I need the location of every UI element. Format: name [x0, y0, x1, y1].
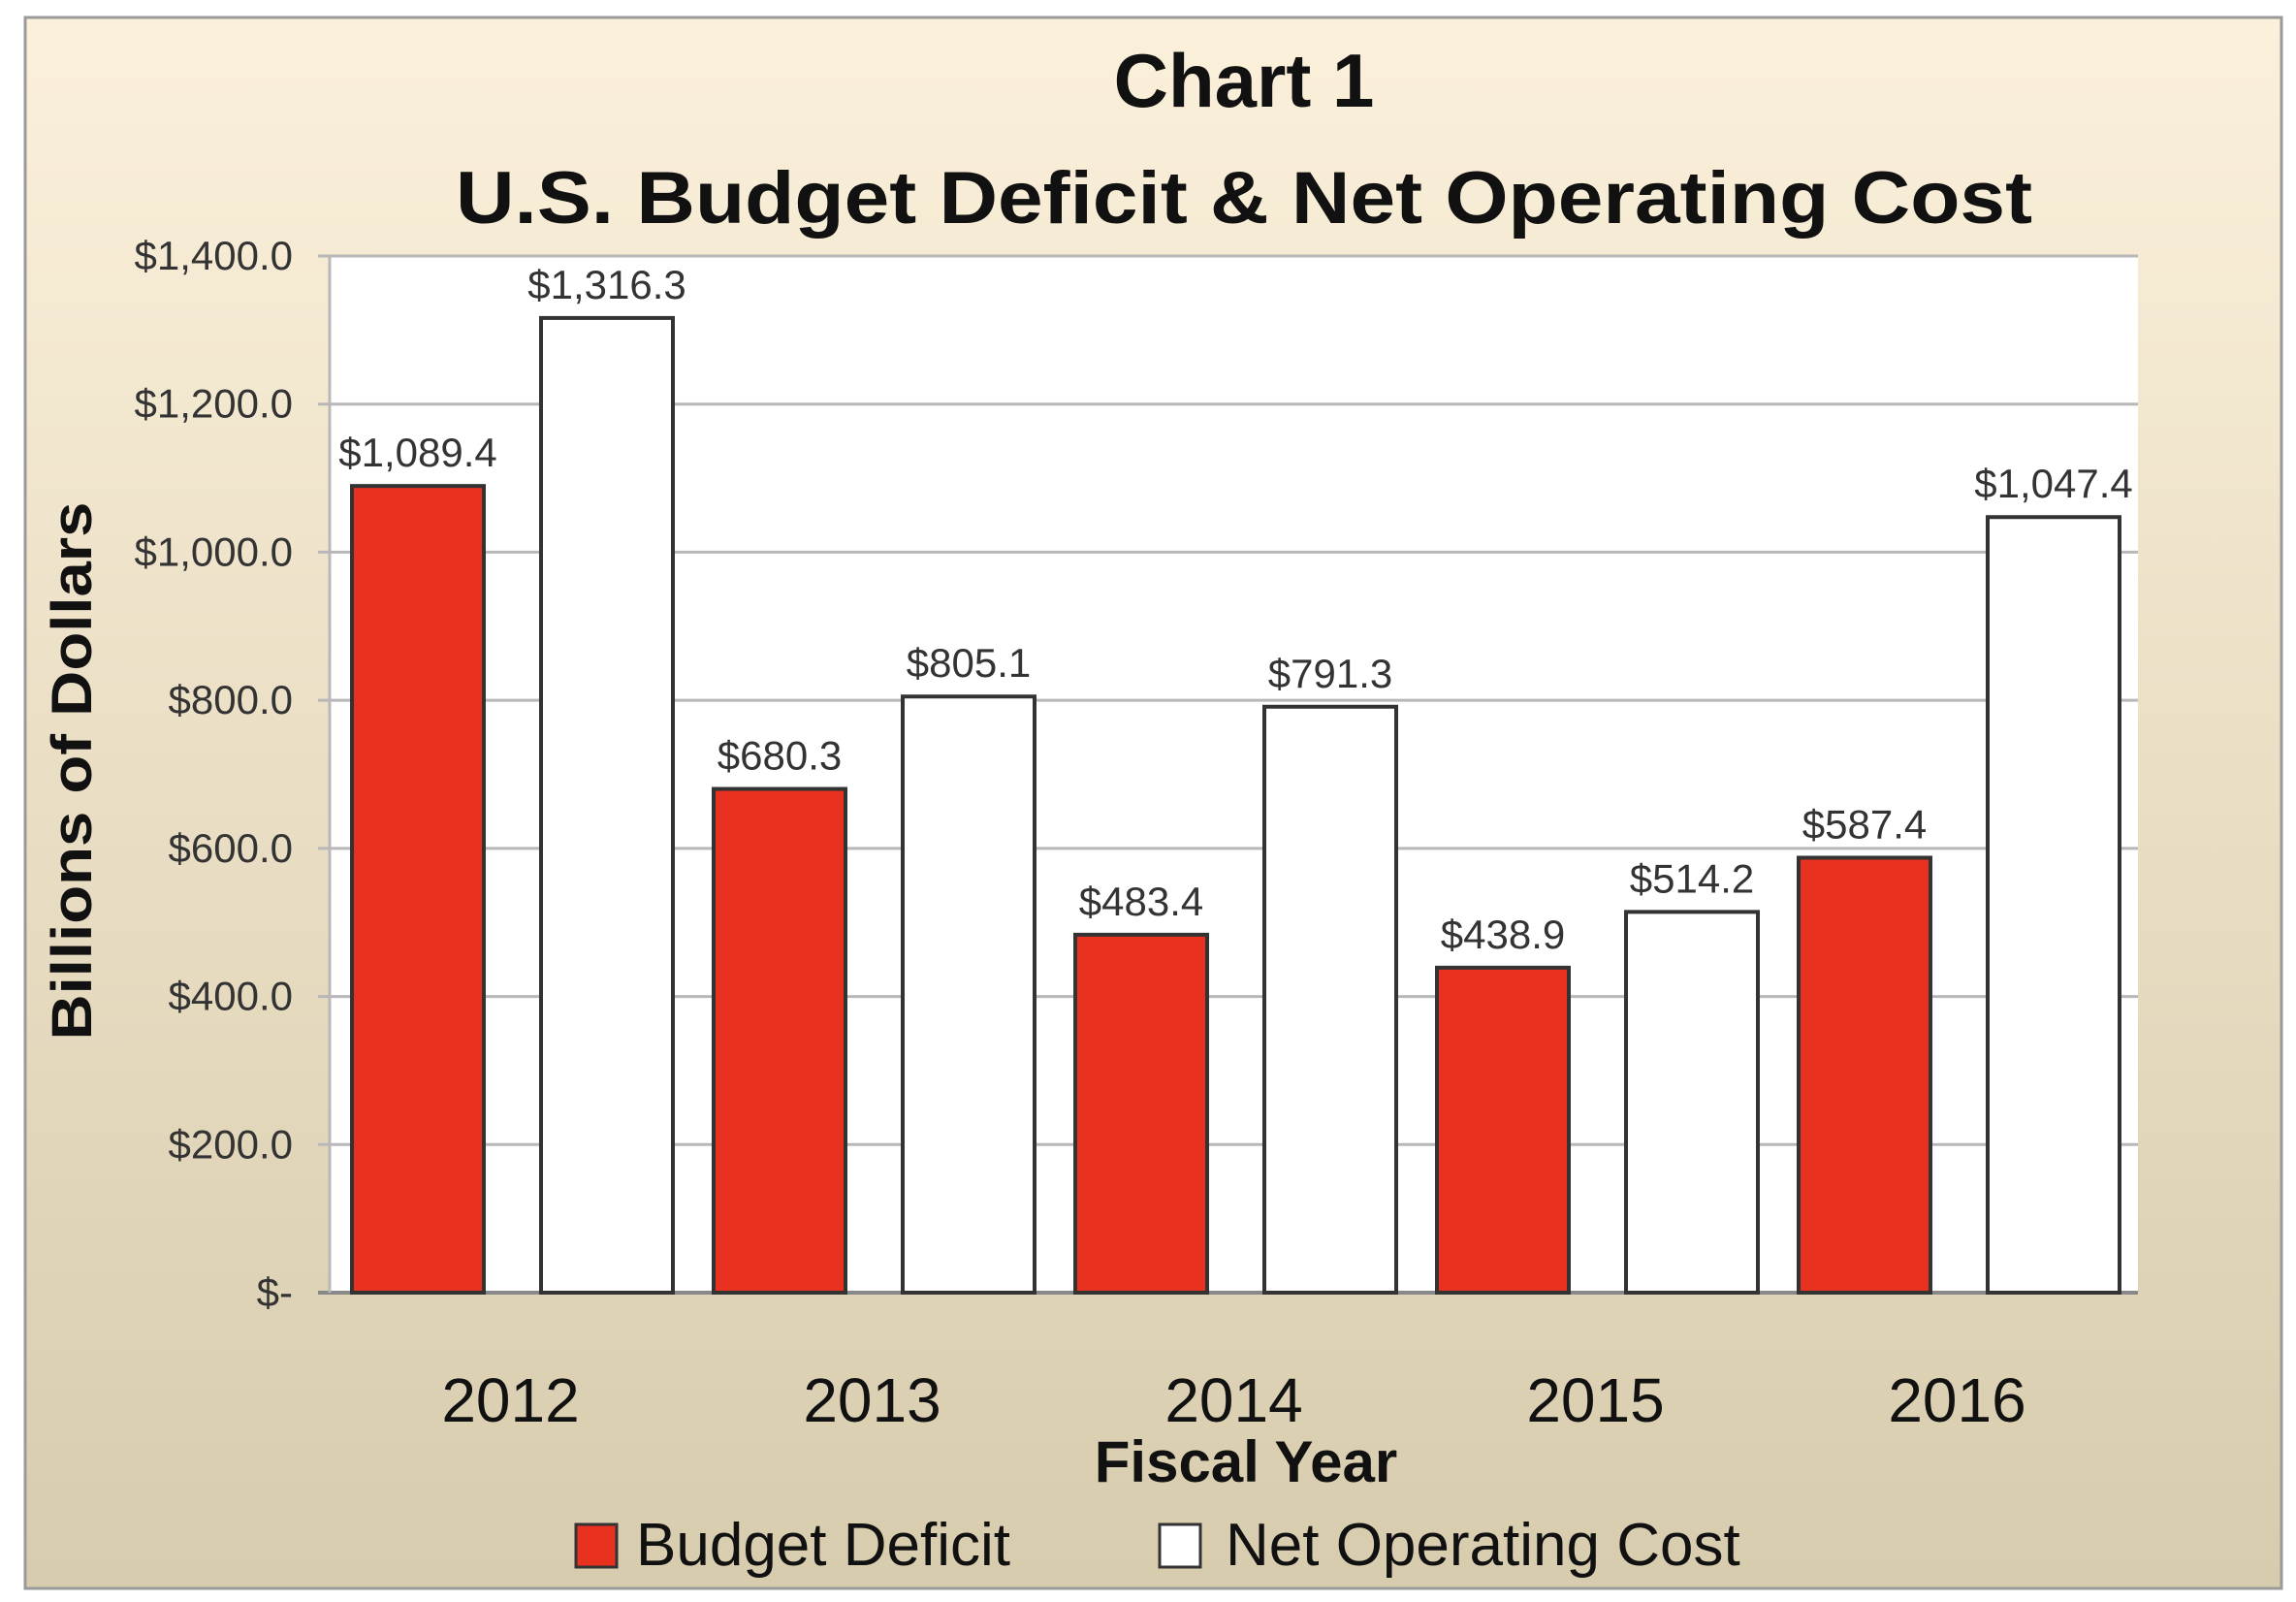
- data-label: $1,316.3: [527, 262, 686, 307]
- y-tick-label: $800.0: [169, 677, 293, 722]
- data-label: $438.9: [1441, 912, 1565, 957]
- bar-budget-deficit: [1073, 932, 1209, 1296]
- x-tick-label: 2015: [1526, 1365, 1664, 1435]
- bar-budget-deficit: [1435, 965, 1571, 1296]
- x-tick-label: 2014: [1164, 1365, 1302, 1435]
- y-tick-label: $1,200.0: [135, 381, 294, 427]
- bar-budget-deficit: [350, 484, 486, 1295]
- x-tick-label: 2016: [1888, 1365, 2025, 1435]
- bar-budget-deficit: [1797, 855, 1932, 1295]
- data-label: $1,047.4: [1974, 461, 2133, 506]
- data-label: $680.3: [718, 733, 842, 779]
- y-tick-label: $600.0: [169, 825, 293, 871]
- x-tick-label: 2012: [441, 1365, 579, 1435]
- data-label: $483.4: [1079, 879, 1203, 924]
- y-axis-label: Billions of Dollars: [41, 502, 104, 1041]
- bar-net-operating-cost: [1624, 910, 1760, 1295]
- y-tick-label: $1,400.0: [135, 233, 294, 278]
- legend-label-budget-deficit: Budget Deficit: [636, 1512, 1010, 1579]
- chart-subtitle: U.S. Budget Deficit & Net Operating Cost: [456, 157, 2032, 240]
- data-label: $587.4: [1802, 801, 1927, 847]
- bar-net-operating-cost: [539, 315, 675, 1295]
- data-label: $791.3: [1268, 651, 1392, 696]
- legend-swatch-budget-deficit: [574, 1522, 619, 1569]
- data-label: $805.1: [907, 640, 1031, 686]
- legend-swatch-net-operating-cost: [1158, 1522, 1202, 1569]
- bar-net-operating-cost: [1262, 704, 1398, 1295]
- y-tick-label: $400.0: [169, 974, 293, 1019]
- y-tick-label: $1,000.0: [135, 529, 294, 574]
- bar-net-operating-cost: [1986, 515, 2121, 1295]
- y-tick-label: $200.0: [169, 1121, 293, 1167]
- data-label: $1,089.4: [338, 430, 497, 475]
- x-axis-label: Fiscal Year: [1095, 1429, 1397, 1494]
- legend: Budget Deficit Net Operating Cost: [574, 1512, 1740, 1579]
- bar-budget-deficit: [712, 786, 847, 1295]
- bar-net-operating-cost: [901, 694, 1036, 1295]
- data-label: $514.2: [1630, 855, 1754, 901]
- y-tick-label: $-: [257, 1269, 293, 1315]
- x-tick-label: 2013: [803, 1365, 941, 1435]
- chart-title: Chart 1: [1114, 38, 1375, 123]
- legend-label-net-operating-cost: Net Operating Cost: [1226, 1512, 1740, 1579]
